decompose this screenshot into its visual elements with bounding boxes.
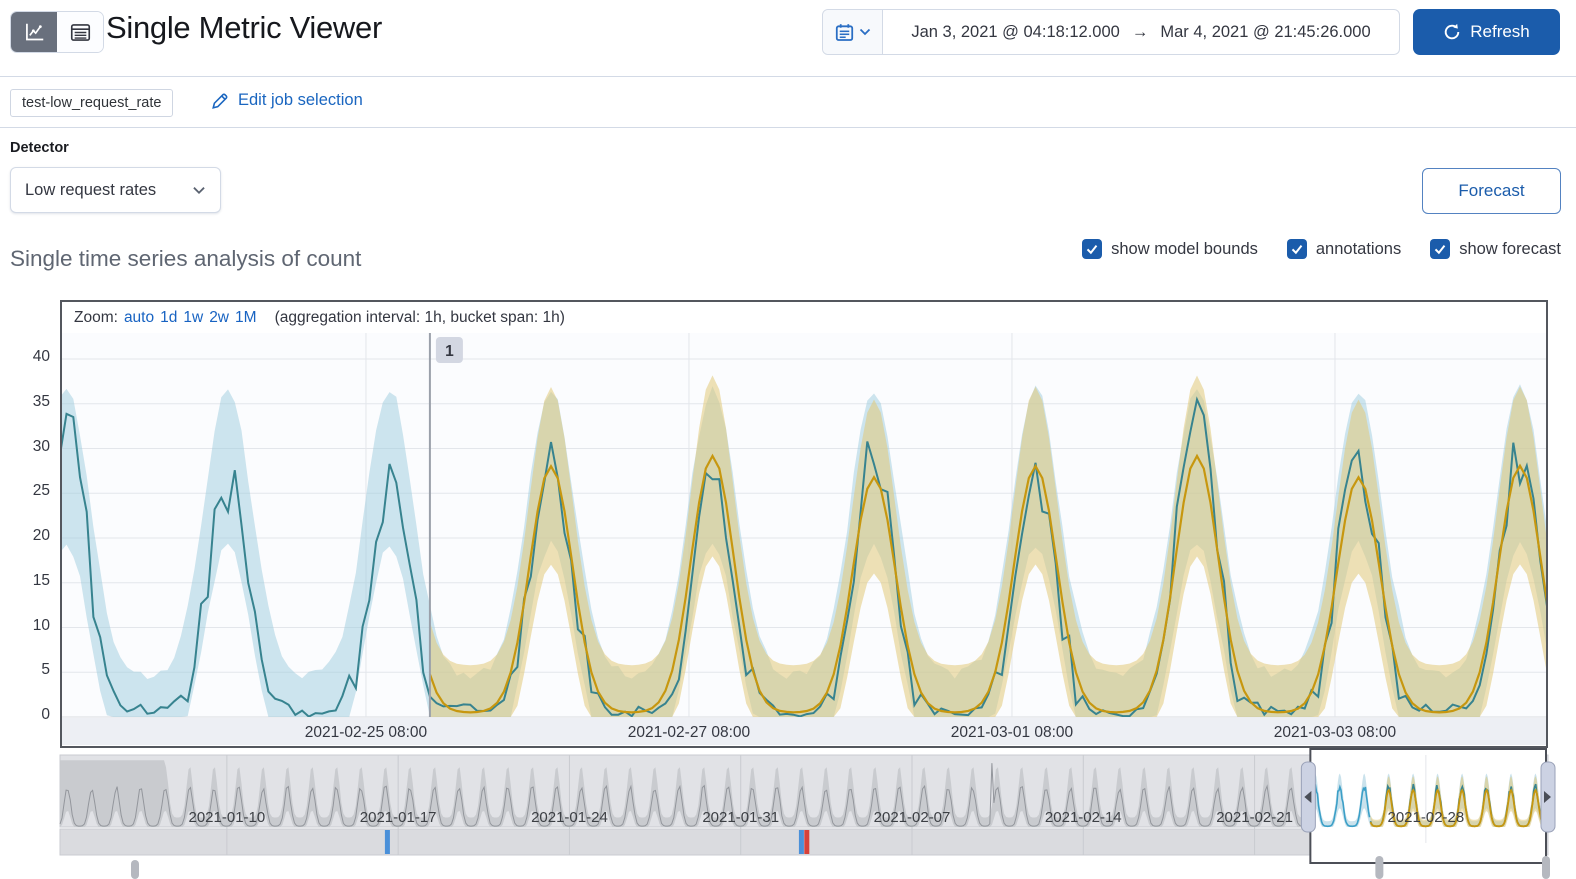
y-tick-label: 20 <box>32 527 50 544</box>
svg-text:2021-02-28: 2021-02-28 <box>1387 809 1464 826</box>
left-arrow-icon <box>1304 791 1312 803</box>
aggregation-info: (aggregation interval: 1h, bucket span: … <box>274 308 565 326</box>
context-tick-label: 2021-01-10 <box>189 809 266 826</box>
zoom-link-2w[interactable]: 2w <box>209 308 230 326</box>
y-tick-label: 35 <box>32 392 50 410</box>
context-chart-svg[interactable]: 2021-01-10 2021-01-17 2021-01-24 2021-01-31… <box>59 748 1556 879</box>
selection-forecast-line <box>1369 788 1546 828</box>
checkbox-show-model-bounds[interactable]: show model bounds <box>1082 239 1258 259</box>
calendar-icon <box>835 23 853 41</box>
range-arrow: → <box>1131 22 1149 41</box>
section-title: Single time series analysis of count <box>10 246 362 271</box>
chart-view-button[interactable] <box>11 12 57 52</box>
plot-area <box>62 375 1546 717</box>
end-date[interactable]: Mar 4, 2021 @ 21:45:26.000 <box>1160 22 1371 41</box>
chart-option-checkboxes: show model bounds annotations show forec… <box>1082 239 1561 259</box>
timeline-handle[interactable] <box>1375 856 1384 879</box>
annotation-lane-bg <box>60 829 1548 855</box>
view-toggle-group <box>10 11 104 53</box>
context-line <box>59 763 1545 827</box>
divider <box>0 76 1576 77</box>
zoom-link-auto[interactable]: auto <box>123 308 155 326</box>
y-tick-label: 25 <box>32 482 50 500</box>
main-chart-svg[interactable]: 2021-02-25 08:00 2021-02-27 08:00 2021-03-… <box>62 333 1546 746</box>
table-icon <box>70 23 90 41</box>
y-tick-label: 0 <box>41 706 50 723</box>
datepicker-quick-menu[interactable] <box>823 10 883 54</box>
forecast-line <box>428 453 1546 714</box>
edit-job-selection-link[interactable]: Edit job selection <box>211 91 363 110</box>
x-tick-label: 2021-02-25 08:00 <box>305 724 428 741</box>
forecast-button[interactable]: Forecast <box>1422 168 1561 214</box>
job-badge[interactable]: test-low_request_rate <box>10 89 174 117</box>
x-tick-label: 2021-03-01 08:00 <box>951 724 1074 741</box>
right-arrow-icon <box>1544 791 1551 803</box>
zoom-link-1d[interactable]: 1d <box>160 308 178 326</box>
table-view-button[interactable] <box>57 12 103 52</box>
brush-handle-left[interactable] <box>1300 761 1316 833</box>
selection-actual-blue-line <box>1310 784 1371 828</box>
checkbox-checked-icon <box>1286 239 1307 259</box>
y-tick-label: 5 <box>41 661 50 679</box>
annotation-tick[interactable] <box>798 830 804 854</box>
line-chart-icon <box>25 23 43 40</box>
y-tick-label: 30 <box>32 437 50 455</box>
main-chart-container: Zoom: auto 1d 1w 2w 1M (aggregation inte… <box>60 300 1548 748</box>
y-tick-label: 15 <box>32 571 50 589</box>
y-tick-label: 10 <box>32 616 50 634</box>
page-title: Single Metric Viewer <box>106 10 382 45</box>
checkbox-checked-icon <box>1082 239 1103 259</box>
context-tick-label: 2021-02-07 <box>874 809 951 826</box>
detector-select[interactable]: Low request rates <box>10 167 221 213</box>
zoom-bar: Zoom: auto 1d 1w 2w 1M (aggregation inte… <box>62 302 1546 333</box>
refresh-button[interactable]: Refresh <box>1413 9 1560 55</box>
start-date[interactable]: Jan 3, 2021 @ 04:18:12.000 <box>911 22 1120 41</box>
checkbox-annotations[interactable]: annotations <box>1286 239 1401 259</box>
annotation-tick[interactable] <box>804 830 810 854</box>
context-tick-label: 2021-01-31 <box>702 809 779 826</box>
context-tick-label: 2021-01-17 <box>360 809 437 826</box>
timeline-handle[interactable] <box>131 860 139 879</box>
x-axis-band <box>62 718 1546 745</box>
context-tick-label: 2021-02-21 <box>1216 809 1293 826</box>
context-tick-label: 2021-01-24 <box>531 809 608 826</box>
pencil-icon <box>212 93 228 109</box>
checkbox-show-forecast[interactable]: show forecast <box>1430 239 1561 259</box>
chevron-down-icon <box>193 186 205 194</box>
zoom-prefix: Zoom: <box>74 308 118 326</box>
x-tick-label: 2021-02-27 08:00 <box>628 724 751 741</box>
x-tick-label: 2021-03-03 08:00 <box>1274 724 1397 741</box>
chevron-down-icon <box>859 28 870 36</box>
refresh-icon <box>1445 23 1460 40</box>
svg-text:1: 1 <box>445 343 454 360</box>
zoom-link-1M[interactable]: 1M <box>235 308 257 326</box>
brush-selection-content: 2021-02-28 <box>1310 755 1546 843</box>
annotation-tick[interactable] <box>384 830 390 854</box>
checkbox-checked-icon <box>1430 239 1451 259</box>
detector-label: Detector <box>10 140 69 156</box>
annotation-marker[interactable]: 1 <box>435 337 463 363</box>
date-range-picker: Jan 3, 2021 @ 04:18:12.000 → Mar 4, 2021… <box>822 9 1400 55</box>
zoom-link-1w[interactable]: 1w <box>183 308 204 326</box>
brush-handle-right[interactable] <box>1540 761 1556 833</box>
divider <box>0 127 1576 128</box>
y-tick-label: 40 <box>32 348 50 365</box>
context-tick-label: 2021-02-14 <box>1045 809 1122 826</box>
context-band <box>60 760 1545 827</box>
timeline-handle[interactable] <box>1542 856 1550 879</box>
